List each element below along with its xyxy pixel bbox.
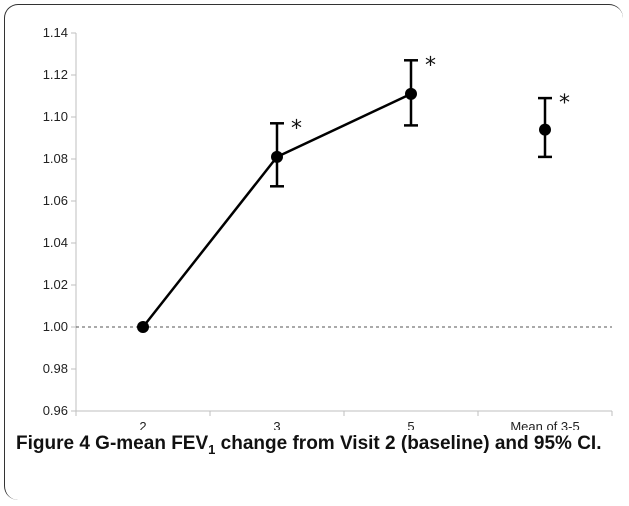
y-tick-label: 1.14 xyxy=(43,25,68,40)
data-point xyxy=(137,321,149,333)
figure-frame xyxy=(4,4,623,500)
y-tick-label: 0.96 xyxy=(43,403,68,418)
data-point xyxy=(271,150,283,163)
y-tick-label: 1.02 xyxy=(43,277,68,292)
significance-marker: * xyxy=(425,53,436,78)
figure-label: Figure 4 xyxy=(16,433,90,454)
y-tick-label: 0.98 xyxy=(43,361,68,376)
y-tick-label: 1.00 xyxy=(43,319,68,334)
chart: 0.96 0.98 1.00 1.02 1.04 1.06 1.08 1.10 1.12 1.14… xyxy=(43,25,613,430)
data-point xyxy=(405,87,417,100)
x-tick-label: 3 xyxy=(273,419,280,430)
significance-marker: * xyxy=(291,116,302,141)
caption-subscript: 1 xyxy=(208,441,216,457)
significance-marker: * xyxy=(559,91,570,116)
x-tick-label: 2 xyxy=(139,419,146,430)
data-point xyxy=(539,123,551,136)
caption-text-1: G-mean FEV xyxy=(89,433,209,454)
y-tick-label: 1.08 xyxy=(43,151,68,166)
y-tick-label: 1.10 xyxy=(43,109,68,124)
figure-caption: Figure 4 G-mean FEV1 change from Visit 2… xyxy=(16,429,616,465)
caption-text-2: change from Visit 2 (baseline) and 95% C… xyxy=(215,433,602,454)
x-tick-label: Mean of 3-5 xyxy=(510,419,579,430)
y-tick-label: 1.06 xyxy=(43,193,68,208)
y-tick-label: 1.12 xyxy=(43,67,68,82)
x-tick-label: 5 xyxy=(407,419,414,430)
y-tick-label: 1.04 xyxy=(43,235,68,250)
